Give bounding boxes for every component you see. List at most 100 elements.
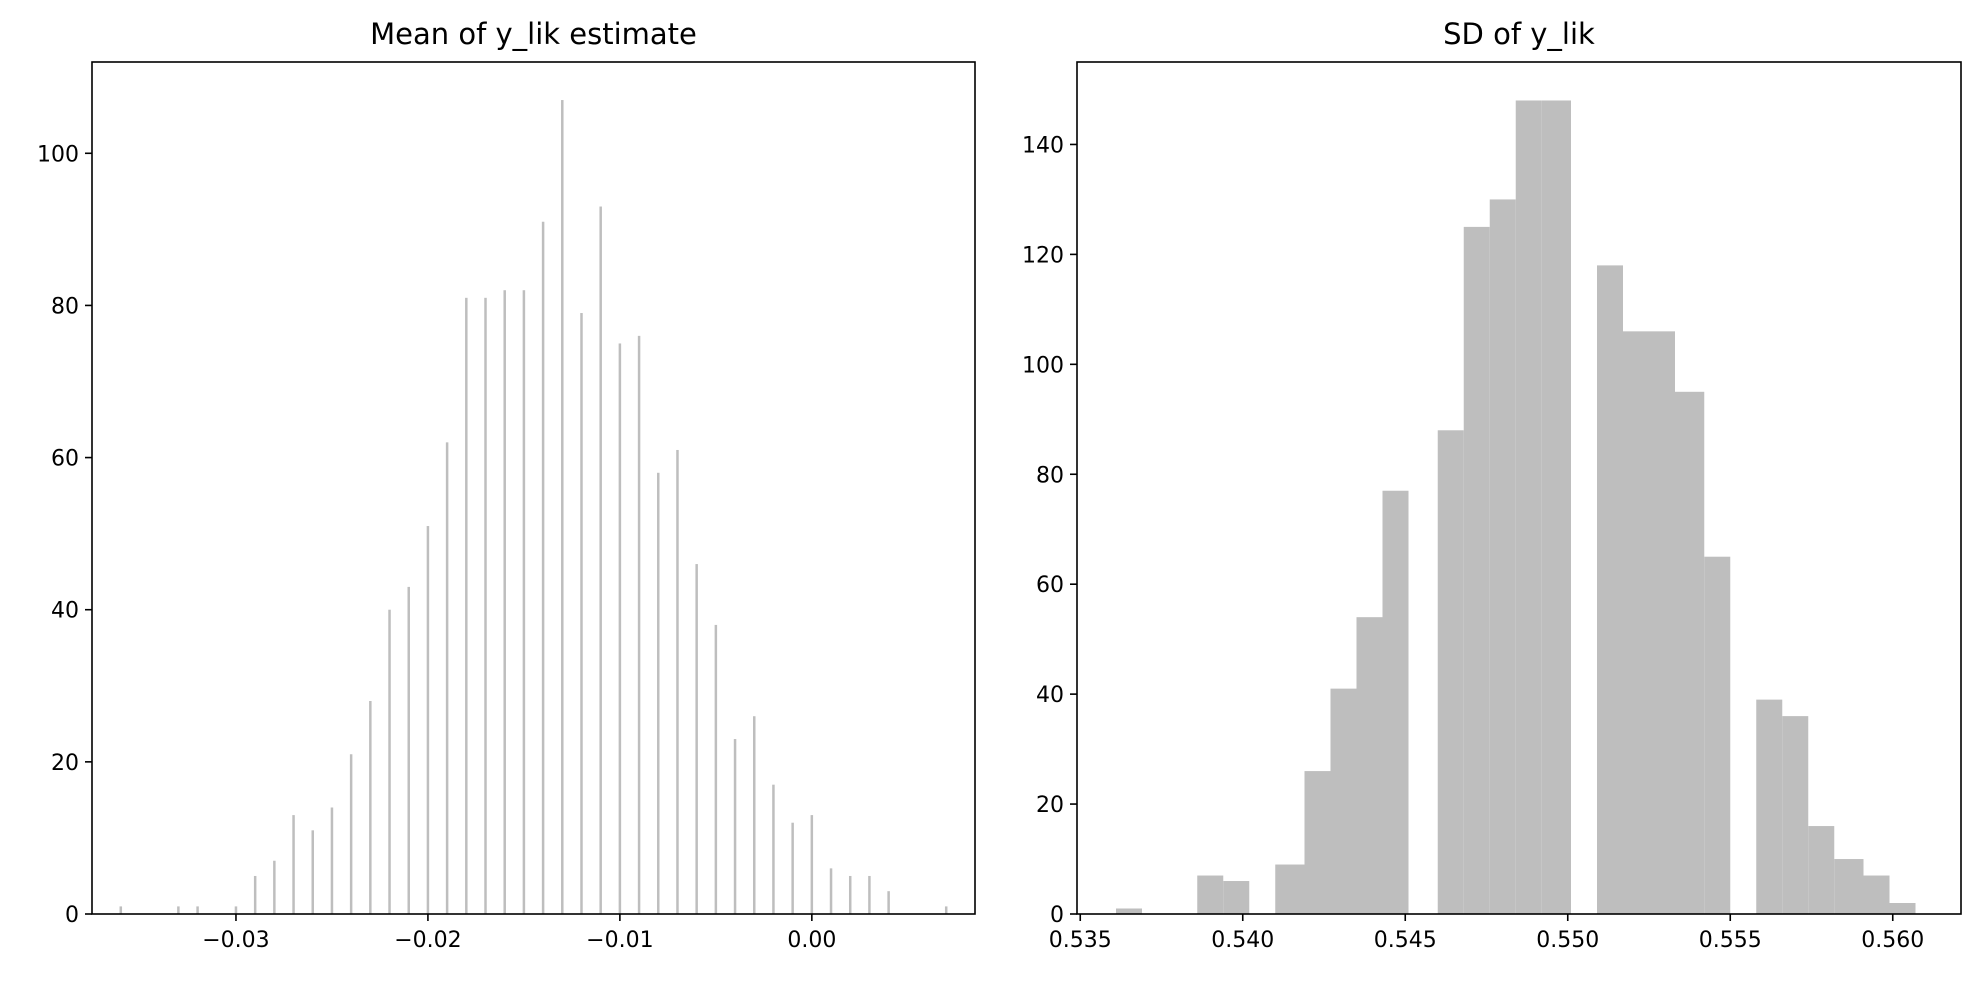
left-chart-title: Mean of y_lik estimate [370, 17, 697, 51]
bar-21 [580, 313, 583, 914]
x-tick-label: 0.00 [787, 928, 836, 953]
x-tick-label: 0.555 [1699, 928, 1762, 953]
y-tick-label: 0 [65, 903, 79, 928]
bar-31 [772, 784, 775, 914]
bar-33 [810, 815, 814, 914]
bar-24 [1756, 699, 1783, 914]
bar-16 [484, 297, 487, 915]
y-tick-label: 40 [51, 599, 79, 624]
bar-18 [522, 290, 526, 914]
left-axes-frame [91, 61, 976, 915]
bar-8 [330, 807, 334, 914]
x-tick-label: 0.540 [1211, 928, 1274, 953]
bar-4 [1223, 881, 1250, 914]
y-tick-label: 120 [1022, 243, 1064, 268]
bar-26 [676, 449, 679, 914]
bar-13 [1463, 226, 1490, 915]
y-tick-label: 60 [1036, 573, 1064, 598]
right-y-axis: 0 20 40 60 80 100 120 140 [1022, 133, 1077, 928]
bar-6 [292, 815, 295, 914]
bar-7 [1304, 771, 1331, 914]
bar-20 [561, 100, 564, 915]
bar-14 [445, 442, 449, 914]
y-tick-label: 60 [51, 447, 79, 472]
bar-25 [1782, 716, 1809, 914]
bar-25 [657, 472, 660, 914]
bar-10 [1382, 490, 1409, 914]
bar-19 [1623, 331, 1649, 915]
bar-3 [234, 906, 238, 914]
bar-5 [273, 860, 276, 914]
bar-7 [311, 830, 314, 914]
bar-20 [1649, 331, 1675, 915]
bar-4 [253, 875, 257, 914]
bar-17 [503, 290, 506, 914]
bar-9 [1356, 617, 1383, 914]
bar-12 [407, 586, 410, 914]
y-tick-label: 40 [1036, 683, 1064, 708]
y-tick-label: 80 [1036, 463, 1064, 488]
bar-28 [714, 624, 718, 914]
bar-10 [369, 701, 372, 914]
bar-16 [1541, 100, 1571, 914]
x-tick-label: −0.03 [202, 928, 269, 953]
x-tick-label: −0.01 [586, 928, 653, 953]
bar-28 [1863, 875, 1890, 914]
bar-24 [637, 335, 641, 914]
x-tick-label: 0.545 [1374, 928, 1437, 953]
y-tick-label: 20 [1036, 793, 1064, 818]
x-tick-label: −0.02 [394, 928, 461, 953]
right-bars [1116, 100, 1916, 915]
bar-23 [618, 343, 622, 914]
bar-8 [1330, 688, 1357, 914]
bar-27 [695, 564, 698, 914]
bar-37 [887, 891, 890, 914]
bar-27 [1834, 859, 1864, 914]
y-tick-label: 20 [51, 751, 79, 776]
bar-15 [1515, 100, 1542, 914]
bar-29 [733, 739, 737, 914]
bar-22 [599, 206, 602, 915]
bar-11 [388, 609, 391, 914]
right-x-axis: 0.535 0.540 0.545 0.550 0.555 0.560 [1049, 914, 1924, 953]
left-bars [119, 100, 948, 915]
bar-19 [541, 221, 545, 914]
y-tick-label: 80 [51, 294, 79, 319]
bar-30 [753, 716, 756, 914]
bar-6 [1275, 864, 1305, 914]
x-tick-label: 0.535 [1049, 928, 1112, 953]
x-tick-label: 0.550 [1536, 928, 1599, 953]
bar-18 [1597, 265, 1623, 915]
y-tick-label: 140 [1022, 133, 1064, 158]
bar-29 [1889, 903, 1916, 914]
x-tick-label: 0.560 [1861, 928, 1924, 953]
y-tick-label: 100 [1022, 353, 1064, 378]
right-axes-frame [1076, 61, 1962, 915]
bar-2 [196, 906, 199, 914]
bar-34 [829, 868, 833, 914]
bar-22 [1704, 556, 1731, 914]
bar-38 [944, 906, 948, 914]
left-x-axis: −0.03 −0.02 −0.01 0.00 [202, 914, 836, 953]
bar-15 [465, 297, 468, 915]
right-chart-title: SD of y_lik [1443, 17, 1595, 51]
left-y-axis: 0 20 40 60 80 100 [37, 142, 92, 928]
bar-1 [177, 906, 180, 914]
bar-0 [1116, 908, 1142, 914]
bar-26 [1808, 826, 1835, 914]
right-histogram-panel: 0.535 0.540 0.545 0.550 0.555 0.560 0 20 40 60 80… [1022, 17, 1962, 953]
y-tick-label: 100 [37, 142, 79, 167]
bar-32 [791, 822, 794, 914]
bar-36 [868, 875, 871, 914]
bar-13 [426, 526, 430, 914]
bar-35 [848, 875, 852, 914]
bar-14 [1489, 199, 1516, 914]
y-tick-label: 0 [1050, 903, 1064, 928]
bar-21 [1675, 391, 1705, 914]
bar-9 [349, 754, 353, 914]
bar-12 [1437, 430, 1464, 914]
bar-0 [119, 906, 123, 914]
bar-3 [1197, 875, 1224, 914]
left-histogram-panel: −0.03 −0.02 −0.01 0.00 0 20 40 60 80 100 Mean of… [37, 17, 976, 953]
